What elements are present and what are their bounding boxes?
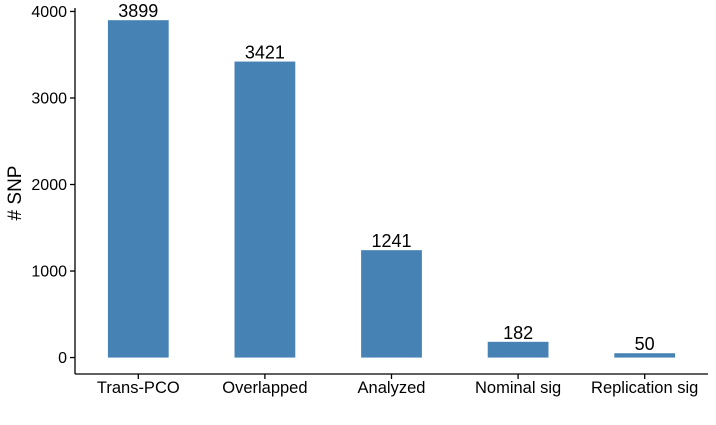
y-tick-label: 4000 [31, 4, 67, 21]
y-tick-label: 1000 [31, 264, 67, 281]
x-tick-label: Replication sig [591, 379, 698, 397]
y-tick-label: 3000 [31, 90, 67, 107]
y-axis-title: # SNP [5, 166, 26, 221]
y-tick-label: 2000 [31, 177, 67, 194]
bar-value-label: 1241 [371, 231, 411, 251]
bar [107, 20, 169, 358]
x-tick-label: Analyzed [358, 379, 426, 397]
bar-value-label: 50 [635, 334, 655, 354]
x-tick-label: Trans-PCO [97, 379, 180, 397]
bar [487, 341, 549, 358]
bar [614, 353, 676, 358]
y-tick-label: 0 [58, 350, 67, 367]
y-axis: 0 1000 2000 3000 4000 [31, 4, 76, 374]
bar-value-label: 182 [503, 323, 533, 343]
bar-value-label: 3899 [118, 1, 158, 21]
x-axis: Trans-PCO Overlapped Analyzed Nominal sig Re… [75, 373, 708, 397]
data-labels: 3899 3421 1241 182 50 [118, 1, 654, 354]
x-tick-label: Overlapped [222, 379, 307, 397]
bar-value-label: 3421 [245, 43, 285, 63]
bars [107, 20, 676, 358]
bar [361, 250, 422, 358]
bar [234, 61, 296, 358]
x-tick-label: Nominal sig [475, 379, 561, 397]
